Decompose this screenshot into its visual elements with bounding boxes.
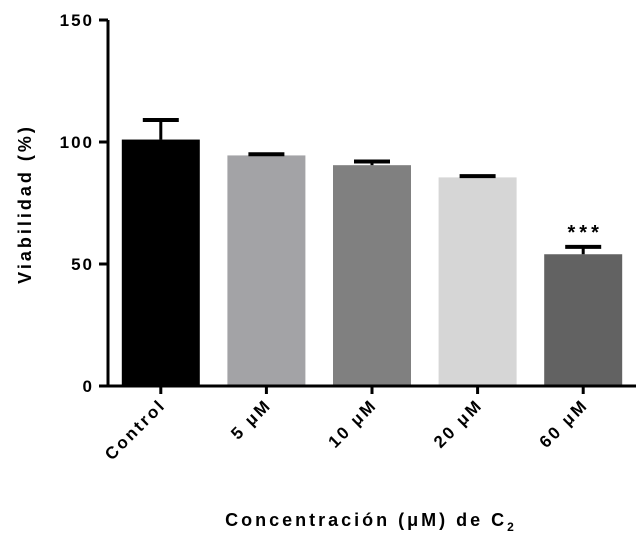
bar-4 xyxy=(544,254,623,386)
y-tick-label-1: 50 xyxy=(71,255,94,274)
bar-2 xyxy=(333,165,411,386)
x-tick-label-0: Control xyxy=(101,395,170,464)
significance-annotation-0: *** xyxy=(568,222,603,244)
bars-group xyxy=(121,139,623,386)
x-axis-title: Concentración (μM) de C2 xyxy=(225,510,517,534)
y-tick-label-3: 150 xyxy=(60,11,94,30)
y-axis-title: Viabilidad (%) xyxy=(15,124,35,284)
y-ticks-group: 0 50 100 150 xyxy=(60,11,108,396)
error-bars-group xyxy=(142,118,602,255)
x-tick-label-3: 20 μM xyxy=(430,395,486,451)
annotations-group: *** xyxy=(568,222,603,244)
x-tick-label-4: 60 μM xyxy=(536,395,592,451)
y-tick-label-2: 100 xyxy=(60,133,94,152)
x-axis-title-subscript: 2 xyxy=(507,520,517,534)
bar-0 xyxy=(121,139,200,386)
x-axis-title-main: Concentración (μM) de C xyxy=(225,510,507,530)
x-tick-label-2: 10 μM xyxy=(324,395,380,451)
y-tick-label-0: 0 xyxy=(83,377,94,396)
bar-1 xyxy=(227,155,306,386)
x-ticks-group: Control 5 μM 10 μM 20 μM 60 μM xyxy=(101,386,592,464)
x-tick-label-1: 5 μM xyxy=(227,395,275,443)
bar-3 xyxy=(438,177,517,386)
